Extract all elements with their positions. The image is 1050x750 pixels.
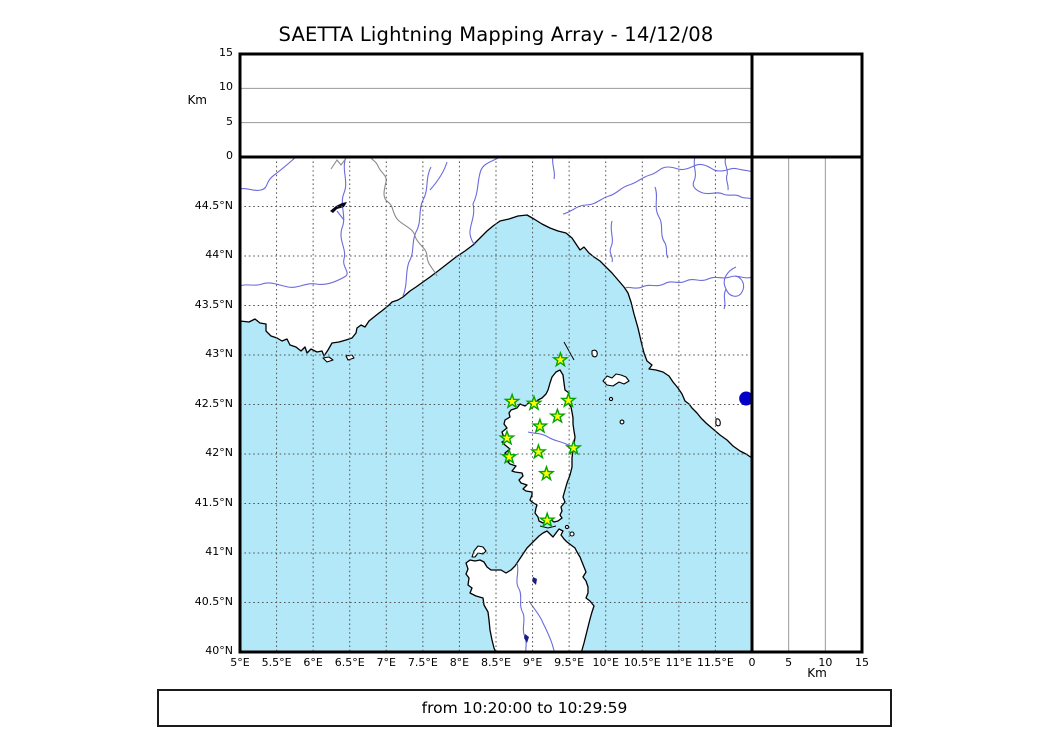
station-marker [529, 442, 548, 460]
pianosa-island [608, 396, 614, 402]
giglio-island [715, 418, 721, 427]
montecristo-island [619, 419, 625, 425]
altitude-tick-label-bottom: 0 [748, 656, 756, 669]
longitude-tick-label: 11°E [665, 656, 693, 669]
river-tiber-1 [692, 157, 752, 200]
station-marker [525, 394, 543, 411]
river-ombrone-loop [723, 266, 745, 310]
river-var-branch [429, 161, 448, 191]
altitude-unit-label-bottom: Km [807, 666, 827, 680]
longitude-tick-label: 7°E [376, 656, 396, 669]
station-marker [500, 447, 518, 465]
map-layer [240, 157, 752, 652]
latitude-tick-label: 42.5°N [194, 396, 233, 410]
longitude-tick-label: 11.5°E [696, 656, 734, 669]
plot-title: SAETTA Lightning Mapping Array - 14/12/0… [278, 23, 714, 46]
river-lake-outlet [336, 210, 345, 221]
asinara-island [471, 545, 487, 558]
river-var [402, 166, 432, 297]
river-po [562, 163, 752, 215]
river-tiber-2 [724, 157, 729, 191]
latitude-tick-label: 41°N [205, 545, 233, 558]
small-islands [322, 349, 721, 558]
capraia-island [591, 349, 598, 358]
river-scrivia [552, 157, 555, 180]
lake-sardinia-2 [524, 634, 529, 643]
station-marker [537, 464, 556, 482]
longitude-tick-label: 7.5°E [407, 656, 438, 669]
latitude-tick-label: 41.5°N [194, 495, 233, 509]
station-marker [538, 511, 556, 528]
altitude-tick-label-bottom: 15 [855, 656, 869, 669]
altitude-tick-label-left: 10 [219, 80, 233, 94]
altitude-latitude-panel [750, 155, 864, 654]
event-dot [739, 391, 752, 406]
longitude-tick-label: 5.5°E [261, 656, 292, 669]
altitude-unit-label-left: Km [187, 93, 207, 107]
altitude-longitude-panel [238, 52, 754, 159]
latitude-tick-label: 42°N [205, 446, 233, 459]
station-marker [531, 417, 549, 434]
longitude-tick-label: 6.5°E [334, 656, 365, 669]
mainland-coastline [240, 157, 752, 459]
longitude-tick-label: 10.5°E [623, 656, 661, 669]
latitude-tick-label: 40.5°N [194, 594, 233, 608]
station-marker [498, 429, 516, 446]
station-marker [559, 391, 578, 408]
corner-panel [750, 52, 864, 159]
panel-frames [238, 52, 864, 654]
lake-sardinia-1 [532, 577, 537, 585]
latitude-tick-label: 44°N [205, 248, 233, 261]
sardinia-coastline [465, 528, 595, 652]
river-taro [609, 220, 613, 263]
longitude-tick-label: 5°E [230, 656, 250, 669]
elba-island [602, 373, 630, 387]
france-italy-border [369, 157, 438, 277]
river-arno [624, 275, 752, 289]
station-marker [548, 407, 567, 424]
time-range-box: from 10:20:00 to 10:29:59 [157, 689, 892, 727]
latitude-tick-label: 44.5°N [194, 198, 233, 212]
river-tanaro [469, 157, 501, 246]
longitude-tick-label: 8°E [449, 656, 470, 669]
longitude-tick-label: 9°E [522, 656, 543, 669]
altitude-tick-label-bottom: 10 [818, 656, 833, 669]
longitude-tick-label: 6°E [303, 656, 323, 669]
rivers [240, 157, 752, 652]
latitude-tick-label: 40°N [205, 644, 233, 657]
station-marker [564, 438, 583, 456]
porquerolles-island [322, 356, 334, 363]
border-fragment [330, 157, 348, 170]
station-marker [551, 350, 570, 368]
altitude-tick-label-left: 0 [226, 149, 233, 162]
station-markers-layer [498, 350, 752, 528]
altitude-tick-label-bottom: 5 [785, 656, 793, 669]
latitude-tick-label: 43.5°N [194, 297, 233, 311]
altitude-tick-label-left: 15 [219, 46, 233, 59]
river-rhone-corner [240, 157, 297, 191]
latitude-tick-label: 43°N [205, 347, 233, 360]
altitude-tick-label-left: 5 [226, 114, 233, 128]
caprera-island [569, 531, 575, 537]
river-trebbia [654, 186, 669, 259]
longitude-tick-label: 10°E [592, 656, 619, 669]
maddalena-island [564, 524, 570, 530]
longitude-tick-label: 9.5°E [554, 656, 585, 669]
time-range-label: from 10:20:00 to 10:29:59 [421, 699, 628, 717]
lake-serre-poncon [330, 202, 347, 213]
station-marker [503, 392, 521, 409]
longitude-tick-label: 8.5°E [481, 656, 511, 669]
river-sardinia-1 [516, 562, 527, 652]
